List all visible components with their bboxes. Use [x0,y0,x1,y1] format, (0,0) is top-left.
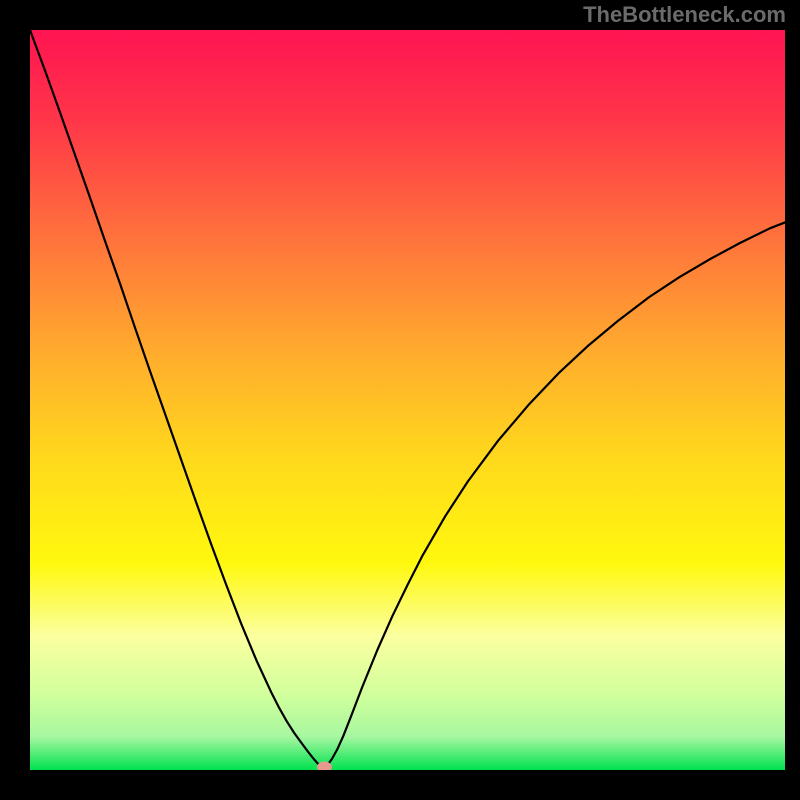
plot-area [30,30,785,770]
bottleneck-chart: TheBottleneck.com [0,0,800,800]
watermark-text: TheBottleneck.com [583,2,786,28]
gradient-background [30,30,785,770]
